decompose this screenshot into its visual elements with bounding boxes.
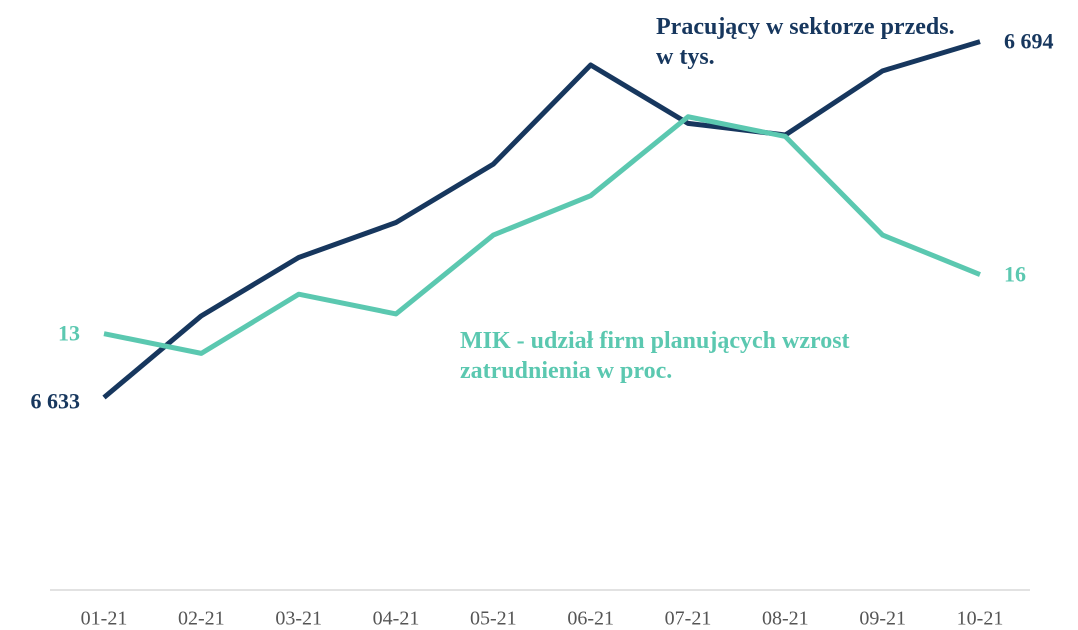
- data-label: 16: [1004, 262, 1026, 287]
- x-tick-label: 03-21: [275, 608, 322, 630]
- x-tick-label: 08-21: [762, 608, 809, 630]
- x-tick-label: 04-21: [373, 608, 420, 630]
- x-tick-label: 09-21: [859, 608, 906, 630]
- x-tick-label: 05-21: [470, 608, 517, 630]
- data-label: 6 694: [1004, 29, 1054, 54]
- x-tick-label: 02-21: [178, 608, 225, 630]
- x-tick-label: 07-21: [665, 608, 712, 630]
- data-label: 13: [58, 321, 80, 346]
- series-label: Pracujący w sektorze przeds. w tys.: [656, 14, 955, 70]
- data-label: 6 633: [31, 389, 81, 414]
- series-line: [102, 39, 981, 400]
- x-tick-label: 06-21: [567, 608, 614, 630]
- series-line: [103, 114, 981, 356]
- x-tick-label: 10-21: [957, 608, 1004, 630]
- series-label: MIK - udział firm planujących wzrost zat…: [460, 328, 850, 384]
- x-tick-label: 01-21: [81, 608, 128, 630]
